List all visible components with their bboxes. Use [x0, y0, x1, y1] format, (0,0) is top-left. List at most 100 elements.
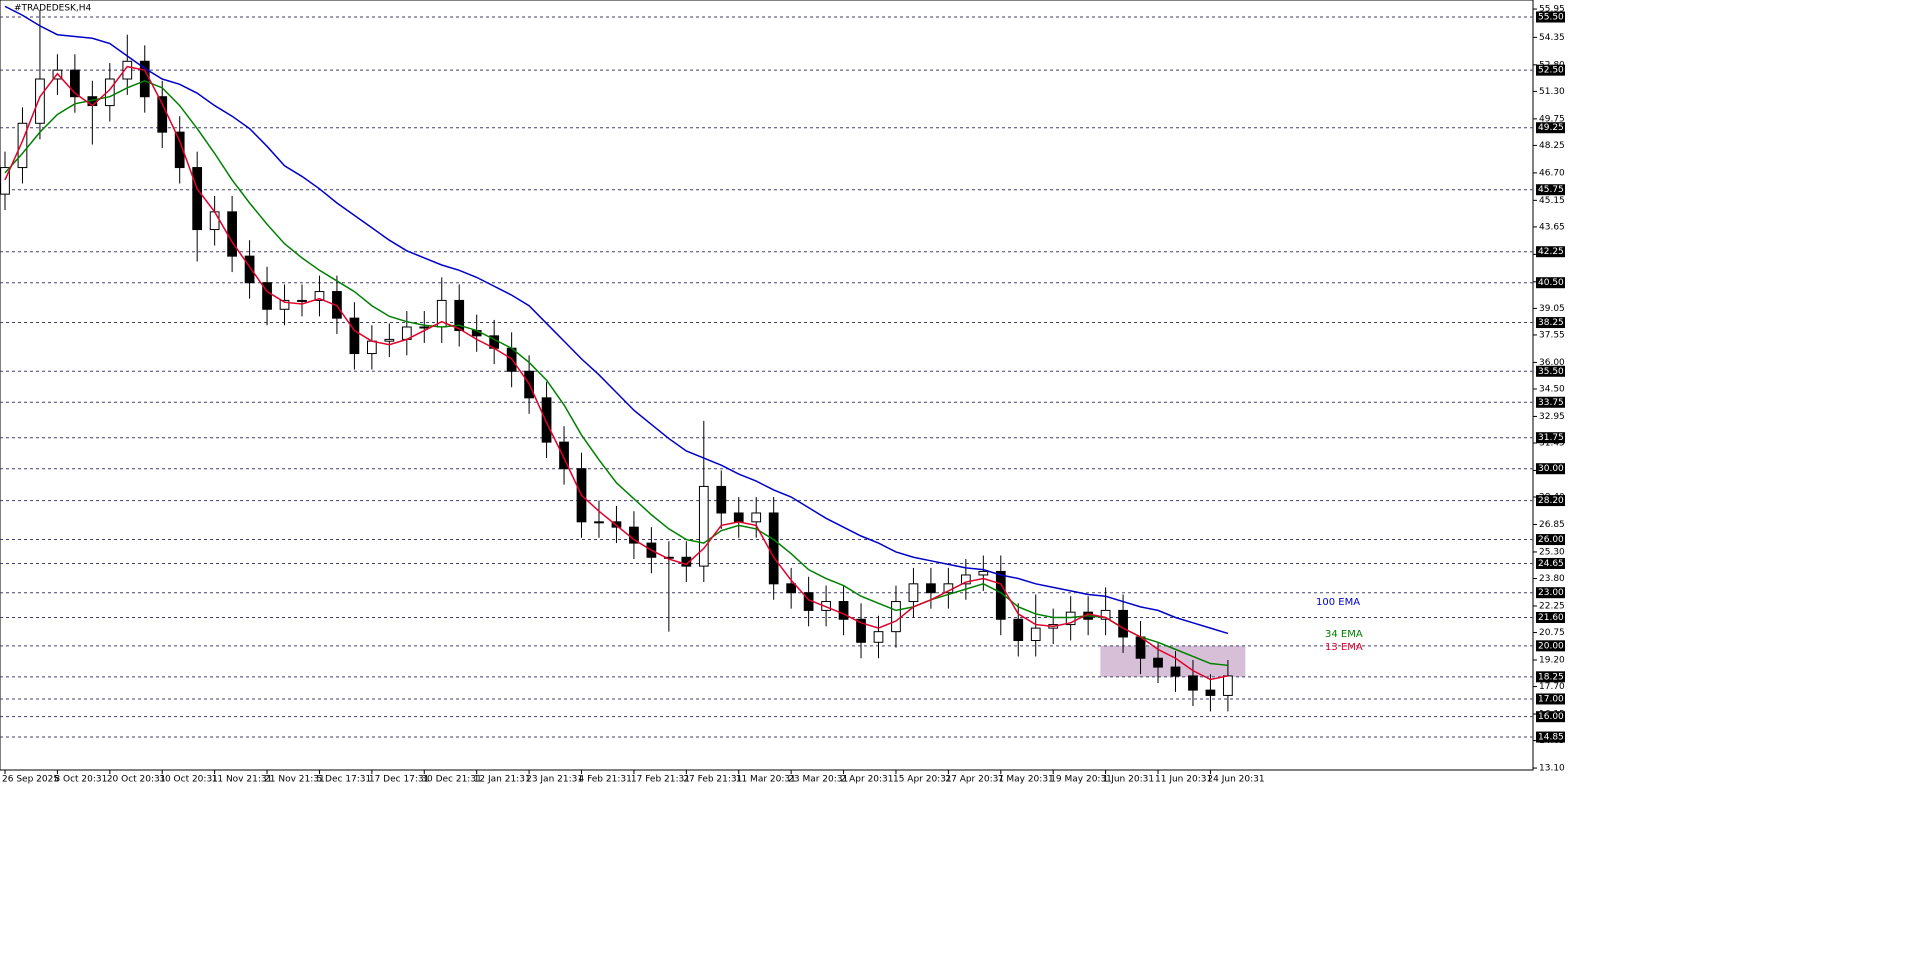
level-label-box: [1536, 671, 1565, 683]
candle-body: [733, 512, 744, 523]
candle-body: [192, 167, 203, 231]
level-label: 28.20: [1538, 496, 1564, 506]
x-tick-label: 8 Oct 20:31: [54, 775, 107, 785]
y-tick-label: 54.35: [1539, 33, 1565, 43]
candle-body: [35, 78, 45, 124]
y-tick-label: 39.05: [1539, 304, 1565, 314]
level-label: 30.00: [1538, 464, 1564, 474]
x-tick-label: 5 Dec 17:31: [316, 775, 371, 785]
x-tick-label: 1 Jun 20:31: [1103, 775, 1154, 785]
level-label-box: [1536, 277, 1565, 289]
y-tick-label: 37.55: [1539, 330, 1565, 340]
candle-body: [122, 60, 133, 80]
level-label-box: [1536, 246, 1565, 258]
candle-body: [227, 211, 237, 257]
level-label-box: [1536, 693, 1565, 705]
y-tick-label: 20.75: [1539, 628, 1565, 638]
y-tick-label: 49.75: [1539, 114, 1565, 124]
candle-body: [1223, 675, 1233, 696]
candle-body: [1100, 609, 1111, 620]
level-label: 42.25: [1538, 247, 1564, 257]
level-label: 16.00: [1538, 712, 1564, 722]
candle-body: [873, 631, 884, 643]
candle-body: [244, 255, 255, 284]
candle-body: [70, 69, 80, 98]
candle-body: [174, 131, 185, 169]
level-label: 40.50: [1538, 278, 1564, 288]
ema-label: 34 EMA: [1325, 629, 1363, 640]
x-tick-label: 4 Feb 21:31: [579, 775, 632, 785]
y-tick-label: 45.15: [1539, 196, 1565, 206]
candle-body: [541, 397, 552, 443]
ema-line: [4, 5, 1229, 635]
level-label: 21.60: [1538, 613, 1564, 623]
candle-body: [1170, 666, 1181, 677]
candle-body: [821, 601, 831, 611]
level-label-box: [1536, 495, 1565, 507]
level-label: 38.25: [1538, 318, 1564, 328]
level-label-box: [1536, 611, 1565, 623]
level-label-box: [1536, 317, 1565, 329]
level-label-box: [1536, 432, 1565, 444]
candle-body: [698, 485, 709, 567]
y-tick-label: 55.95: [1539, 5, 1565, 15]
candle-body: [17, 122, 28, 169]
candle-body: [279, 299, 290, 310]
candle-body: [297, 299, 307, 302]
plot-frame: [0, 0, 1534, 771]
candle-body: [978, 570, 989, 576]
y-tick-label: 22.25: [1539, 601, 1565, 611]
candle-body: [926, 583, 936, 594]
level-label-box: [1536, 587, 1565, 599]
x-tick-label: 26 Sep 2025: [2, 775, 59, 785]
candle-body: [594, 521, 604, 524]
candle-body: [314, 291, 325, 301]
candle-body: [891, 601, 901, 633]
level-label: 35.50: [1538, 367, 1564, 377]
candle-body: [856, 618, 866, 643]
x-tick-label: 24 Jun 20:31: [1207, 775, 1264, 785]
y-tick-label: 13.10: [1539, 764, 1565, 774]
candle-body: [1065, 611, 1076, 626]
candle-body: [768, 512, 779, 585]
candle-body: [367, 340, 377, 355]
y-tick-label: 46.70: [1539, 168, 1565, 178]
x-tick-label: 20 Oct 20:31: [107, 775, 166, 785]
candle-body: [751, 512, 762, 523]
y-tick-label: 48.25: [1539, 141, 1565, 151]
candle-body: [454, 299, 465, 332]
y-tick-label: 43.65: [1539, 222, 1565, 232]
candle-body: [908, 583, 919, 603]
level-label: 31.75: [1538, 433, 1564, 443]
y-tick-label: 36.00: [1539, 358, 1565, 368]
x-tick-label: 27 Feb 21:31: [683, 775, 742, 785]
level-label: 24.65: [1538, 559, 1564, 569]
candle-body: [1030, 627, 1041, 642]
level-label: 52.50: [1538, 66, 1564, 76]
level-label-box: [1536, 11, 1565, 23]
candle-body: [104, 78, 115, 107]
y-tick-label: 26.85: [1539, 520, 1565, 530]
candle-body: [1188, 675, 1198, 691]
level-label: 26.00: [1538, 535, 1564, 545]
level-label: 20.00: [1538, 641, 1564, 651]
x-tick-label: 7 May 20:31: [998, 775, 1054, 785]
ema-label: 100 EMA: [1316, 597, 1360, 608]
x-tick-label: 2 Apr 20:31: [841, 775, 894, 785]
ema-line: [4, 79, 1228, 667]
ema-line: [4, 65, 1229, 681]
x-tick-label: 15 Apr 20:31: [893, 775, 952, 785]
ema-label: 13 EMA: [1325, 642, 1363, 653]
candle-body: [419, 326, 430, 329]
x-tick-label: 19 May 20:31: [1050, 775, 1112, 785]
y-tick-label: 17.70: [1539, 682, 1565, 692]
x-tick-label: 17 Feb 21:31: [631, 775, 690, 785]
chart-title: #TRADEDESK,H4: [14, 4, 92, 14]
candle-body: [332, 291, 342, 319]
candle-body: [1013, 618, 1024, 642]
x-tick-label: 23 Jan 21:31: [526, 775, 583, 785]
y-tick-label: 32.95: [1539, 412, 1565, 422]
candle-body: [349, 317, 360, 355]
level-label-box: [1536, 64, 1565, 76]
candle-body: [1118, 609, 1128, 638]
